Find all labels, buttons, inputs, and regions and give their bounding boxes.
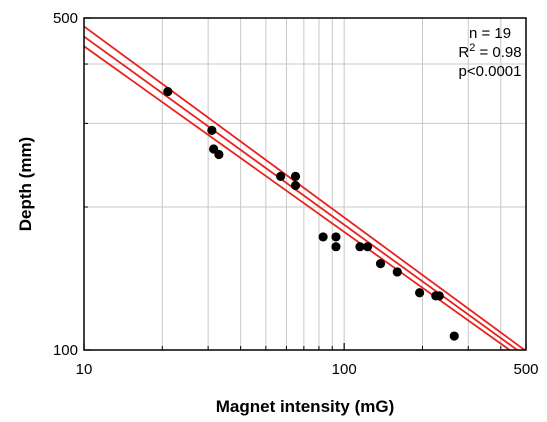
data-point [163, 86, 173, 97]
data-point [415, 288, 425, 298]
confidence-band-lower-line [84, 45, 512, 350]
data-point [276, 171, 286, 181]
data-points [163, 86, 459, 341]
data-point [290, 180, 301, 191]
data-point [362, 242, 373, 252]
data-point [375, 259, 386, 269]
data-point [392, 267, 402, 277]
fit-lines [84, 25, 526, 350]
data-point [207, 125, 217, 135]
axis-ticks [83, 17, 527, 351]
y-tick-label: 500 [53, 10, 78, 27]
stats-line: p<0.0001 [459, 63, 522, 80]
x-tick-label: 500 [513, 361, 538, 378]
x-tick-label: 100 [332, 361, 357, 378]
regression-fit-line [84, 35, 519, 350]
data-point [318, 232, 328, 242]
confidence-band-upper-line [84, 25, 526, 350]
data-point [214, 149, 224, 160]
data-point [449, 331, 459, 341]
x-tick-label: 10 [76, 361, 93, 378]
x-axis-title: Magnet intensity (mG) [216, 397, 395, 416]
y-tick-label: 100 [53, 342, 78, 359]
plot-frame [83, 17, 527, 351]
tick-labels: 10 100 500 100 500 [53, 10, 539, 378]
y-axis-title: Depth (mm) [16, 137, 35, 231]
stats-line: R2 = 0.98 [458, 42, 521, 61]
data-point [331, 242, 341, 252]
data-point [331, 232, 341, 242]
data-point [434, 291, 444, 301]
data-point [355, 242, 365, 252]
data-point [290, 171, 301, 181]
stats-line: n = 19 [469, 25, 511, 42]
